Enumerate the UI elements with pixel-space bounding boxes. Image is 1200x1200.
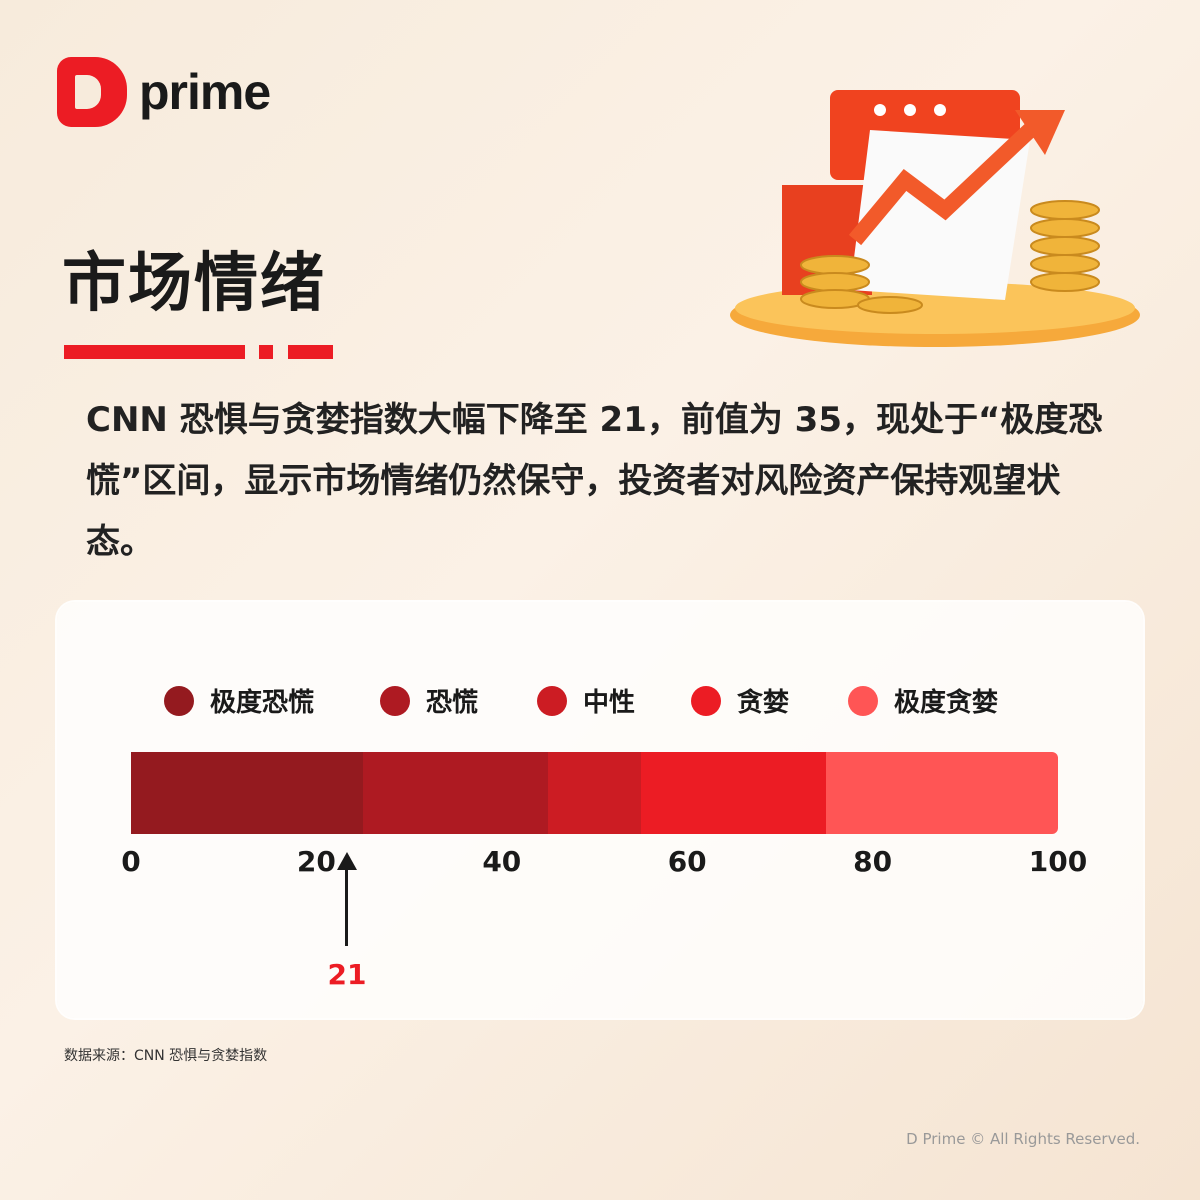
- summary-text: CNN 恐惧与贪婪指数大幅下降至 21，前值为 35，现处于“极度恐慌”区间，显…: [86, 400, 1103, 562]
- logo-text: prime: [139, 64, 271, 120]
- tick-label: 40: [482, 845, 522, 878]
- marker-arrow: [345, 862, 348, 946]
- scale-segment: [362, 752, 549, 834]
- legend-item: 贪婪: [691, 682, 789, 719]
- data-source: 数据来源：CNN 恐惧与贪婪指数: [64, 1048, 268, 1064]
- scale-segment: [826, 752, 1058, 834]
- legend-dot-icon: [537, 685, 567, 716]
- tick-label: 60: [667, 845, 707, 878]
- tick-label: 0: [121, 845, 141, 878]
- legend-dot-icon: [848, 685, 878, 716]
- legend-item: 中性: [537, 682, 635, 719]
- legend: 极度恐慌 恐慌 中性 贪婪 极度贪婪: [0, 682, 1200, 719]
- legend-item: 恐慌: [380, 682, 478, 719]
- tick-label: 20: [296, 845, 336, 878]
- legend-dot-icon: [380, 685, 410, 716]
- legend-item: 极度贪婪: [848, 682, 998, 719]
- d-logo-icon: [57, 57, 127, 127]
- legend-dot-icon: [164, 685, 194, 716]
- legend-item: 极度恐慌: [164, 682, 314, 719]
- calendar-growth-illustration: [730, 90, 1140, 347]
- legend-label: 极度贪婪: [894, 688, 999, 718]
- tick-label: 100: [1028, 845, 1088, 878]
- copyright: D Prime © All Rights Reserved.: [906, 1130, 1140, 1148]
- sentiment-scale: [131, 752, 1058, 834]
- arrow-up-icon: [337, 852, 357, 870]
- legend-dot-icon: [691, 685, 721, 716]
- legend-label: 中性: [583, 688, 636, 718]
- scale-segment: [131, 752, 363, 834]
- legend-label: 恐慌: [426, 688, 479, 718]
- brand-logo: prime: [57, 57, 271, 127]
- legend-label: 极度恐慌: [210, 688, 315, 718]
- legend-label: 贪婪: [737, 688, 790, 718]
- tick-label: 80: [853, 845, 893, 878]
- scale-segment: [548, 752, 641, 834]
- scale-segment: [640, 752, 827, 834]
- marker-value: 21: [327, 958, 367, 991]
- page-title: 市场情绪: [62, 247, 326, 321]
